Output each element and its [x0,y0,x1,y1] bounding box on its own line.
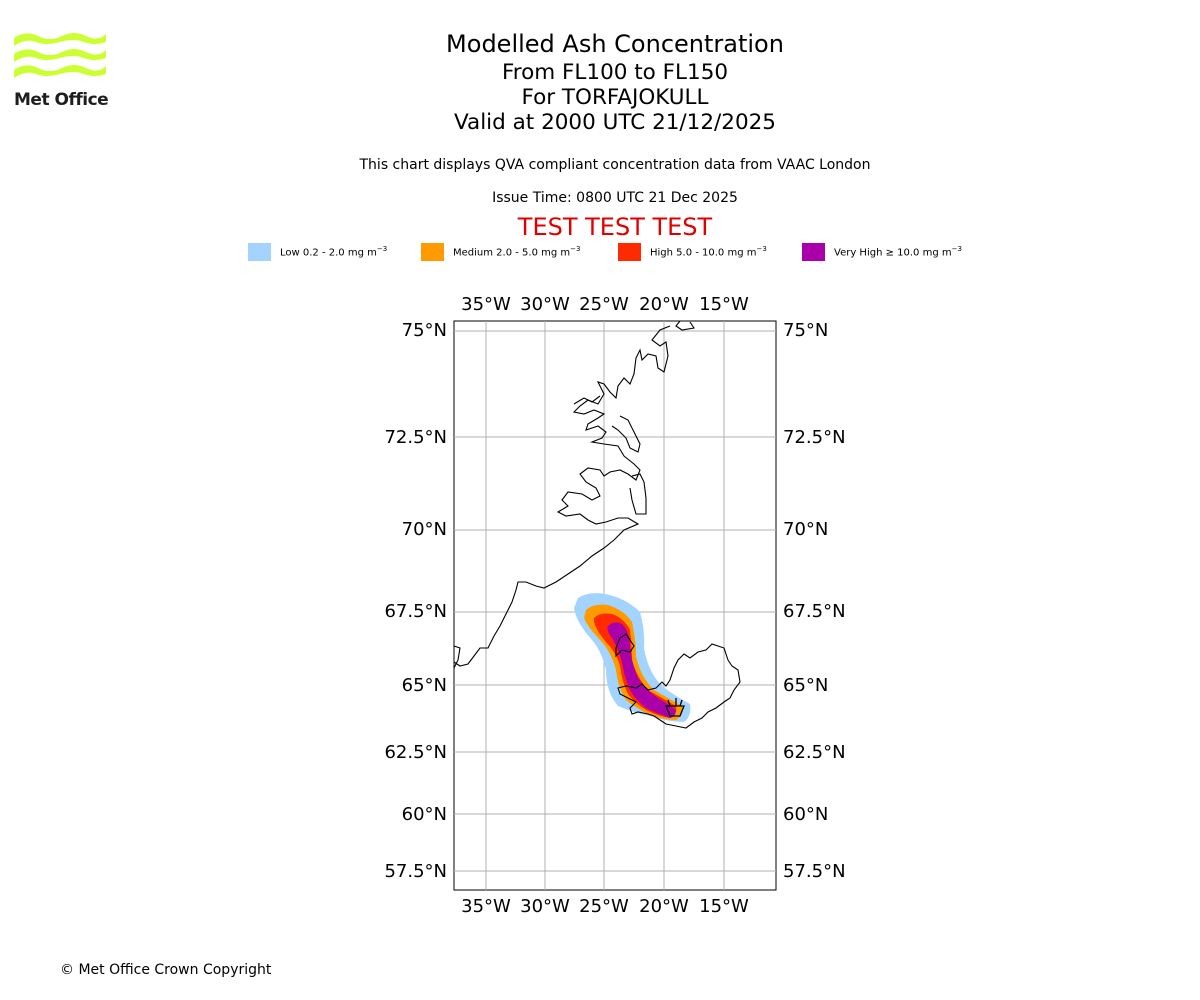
legend-label-high: High 5.0 - 10.0 mg m [650,247,757,259]
met-office-logo: Met Office [14,30,109,112]
greenland-coast [453,320,695,669]
lat-right-label: 62.5°N [783,742,846,763]
volcano-marker [665,698,685,717]
lat-left-label: 60°N [402,804,447,825]
flight-levels: From FL100 to FL150 [501,60,729,85]
lon-top-label: 20°W [639,294,689,315]
lat-right-label: 75°N [783,320,828,341]
lon-bottom-label: 25°W [579,896,629,917]
legend-label-very-high: Very High ≥ 10.0 mg m [834,247,952,259]
legend-swatch-low [248,243,271,261]
lat-left-label: 70°N [402,519,447,540]
legend-label-low: Low 0.2 - 2.0 mg m [280,247,377,259]
lat-right-label: 67.5°N [783,601,846,622]
coastlines [453,320,741,729]
legend-item-very-high: Very High ≥ 10.0 mg m−3 [802,243,962,261]
lon-top-label: 25°W [579,294,629,315]
legend-unit-low: −3 [376,245,388,254]
legend-unit-medium: −3 [570,245,581,254]
lon-top-label: 15°W [699,294,749,315]
lat-left-label: 75°N [402,320,447,341]
lat-right-label: 65°N [783,675,828,696]
logo-text: Met Office [14,90,109,110]
legend-unit-high: −3 [756,245,767,254]
legend-item-low: Low 0.2 - 2.0 mg m−3 [248,243,387,261]
lon-bottom-label: 20°W [639,896,689,917]
ash-cloud [574,593,691,722]
lon-bottom-label: 30°W [520,896,570,917]
lat-right-label: 72.5°N [783,427,846,448]
copyright: © Met Office Crown Copyright [60,962,272,978]
lon-top-label: 35°W [461,294,511,315]
legend-item-high: High 5.0 - 10.0 mg m−3 [618,243,767,261]
bottom-lon-labels: 35°W 30°W 25°W 20°W 15°W [461,896,749,917]
lat-left-label: 62.5°N [384,742,447,763]
iceland-westfjords [615,633,635,658]
lat-left-label: 65°N [402,675,447,696]
graticule [454,321,776,890]
lon-top-label: 30°W [520,294,570,315]
legend-swatch-high [618,243,641,261]
lat-left-label: 67.5°N [384,601,447,622]
legend-unit-very-high: −3 [951,245,962,254]
lat-left-label: 72.5°N [384,427,447,448]
lat-right-label: 70°N [783,519,828,540]
lat-right-label: 60°N [783,804,828,825]
valid-time: Valid at 2000 UTC 21/12/2025 [453,110,776,135]
legend-label-medium: Medium 2.0 - 5.0 mg m [453,247,571,259]
chart-description: This chart displays QVA compliant concen… [359,157,871,173]
greenland-fjord-1 [611,415,641,453]
volcano-name: For TORFAJOKULL [521,85,709,110]
chart-titles: Modelled Ash Concentration From FL100 to… [0,28,1200,135]
lat-left-label: 57.5°N [384,861,447,882]
greenland-fjord-3 [573,395,601,405]
lat-right-label: 57.5°N [783,861,846,882]
legend-item-medium: Medium 2.0 - 5.0 mg m−3 [421,243,580,261]
lon-bottom-label: 15°W [699,896,749,917]
chart-title: Modelled Ash Concentration [446,30,784,58]
left-lat-labels: 75°N 72.5°N 70°N 67.5°N 65°N 62.5°N 60°N… [384,320,447,882]
wave-logo-icon [14,33,106,78]
ash-very-high [607,622,676,718]
lon-bottom-label: 35°W [461,896,511,917]
right-lat-labels: 75°N 72.5°N 70°N 67.5°N 65°N 62.5°N 60°N… [783,320,846,882]
iceland-coast [617,643,741,729]
map-frame [453,320,777,891]
test-banner: TEST TEST TEST [517,213,713,241]
greenland-fjord-2 [629,473,647,515]
legend-swatch-very-high [802,243,825,261]
issue-time: Issue Time: 0800 UTC 21 Dec 2025 [492,190,738,206]
legend-swatch-medium [421,243,444,261]
top-lon-labels: 35°W 30°W 25°W 20°W 15°W [461,294,749,315]
